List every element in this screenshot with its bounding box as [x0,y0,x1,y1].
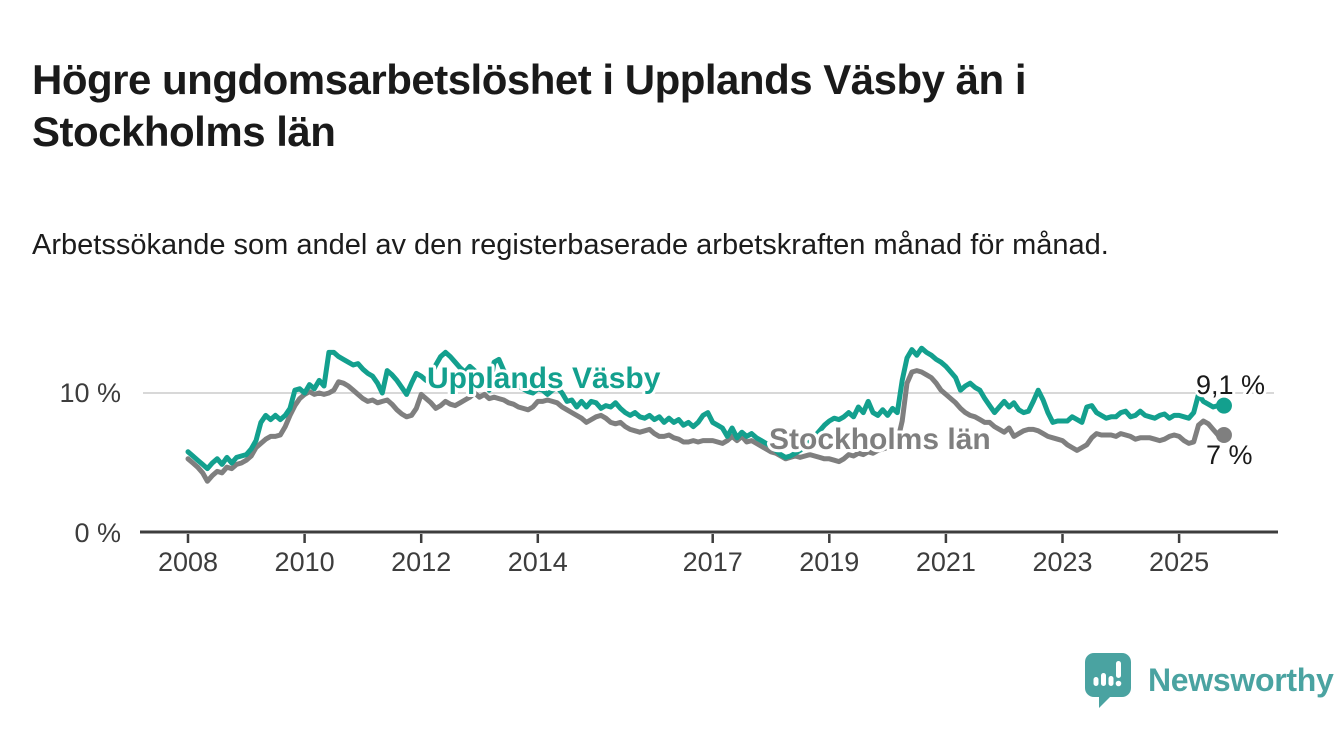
unemployment-line-chart: 2008 2010 2012 2014 2017 2019 2021 2023 2025 0 % 1… [59,345,1278,577]
newsworthy-logo-text: Newsworthy [1148,661,1334,698]
series-end-value-label: 9,1 % [1196,370,1265,400]
newsworthy-logo-icon [1085,653,1131,708]
x-tick-label: 2014 [508,547,568,577]
series-line-upplands-vasby [185,345,1221,472]
chart-subtitle: Arbetssökande som andel av den registerb… [32,229,1109,261]
series-end-dot [1215,397,1232,414]
series-end-value-label: 7 % [1206,440,1253,470]
series-label-stockholms-lan: Stockholms län [769,423,991,456]
y-tick-label: 0 % [74,518,121,548]
x-tick-label: 2023 [1032,547,1092,577]
series-line-stockholms-lan [185,368,1221,484]
x-tick-label: 2019 [799,547,859,577]
x-tick-label: 2008 [158,547,218,577]
chart-title: Högre ungdomsarbetslöshet i Upplands Väs… [32,56,1027,156]
series-label-upplands-vasby: Upplands Väsby [427,362,661,395]
x-tick-label: 2021 [916,547,976,577]
x-tick-label: 2010 [275,547,335,577]
series-end-dot [1215,427,1232,443]
y-tick-label: 10 % [59,378,121,408]
x-tick-label: 2017 [683,547,743,577]
x-tick-label: 2025 [1149,547,1209,577]
x-tick-label: 2012 [391,547,451,577]
branding-footer: Newsworthy [1084,652,1334,708]
